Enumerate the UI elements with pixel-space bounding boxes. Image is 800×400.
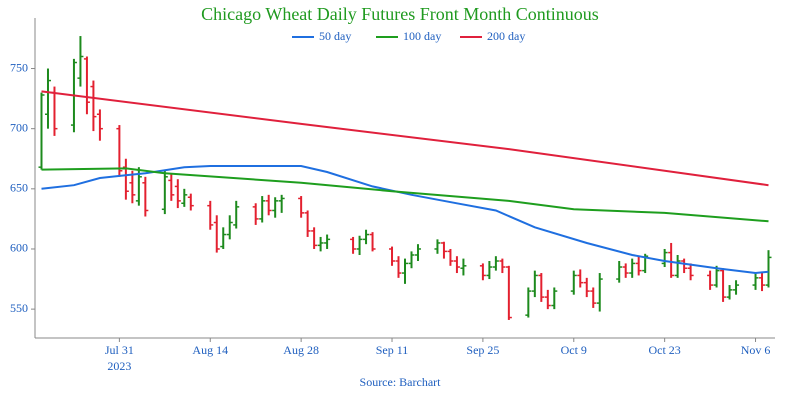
x-tick-label: Nov 6 (741, 343, 771, 357)
x-tick-label: Aug 14 (192, 343, 228, 357)
x-tick-label: Aug 28 (283, 343, 319, 357)
y-tick-label: 650 (10, 181, 28, 195)
y-tick-label: 550 (10, 301, 28, 315)
moving-average-line (41, 165, 769, 275)
y-tick-label: 700 (10, 120, 28, 134)
legend-label: 50 day (319, 29, 351, 43)
source-note: Source: Barchart (360, 375, 442, 389)
x-tick-label: Sep 11 (376, 343, 409, 357)
x-tick-label: Oct 23 (648, 343, 680, 357)
y-tick-label: 600 (10, 241, 28, 255)
y-tick-label: 750 (10, 60, 28, 74)
legend-label: 100 day (403, 29, 441, 43)
x-tick-label: Oct 9 (561, 343, 587, 357)
x-year-label: 2023 (107, 359, 131, 373)
x-tick-label: Sep 25 (466, 343, 499, 357)
legend-label: 200 day (487, 29, 525, 43)
moving-average-line (41, 90, 769, 187)
x-tick-label: Jul 31 (105, 343, 134, 357)
moving-average-line (41, 167, 769, 223)
chart-title: Chicago Wheat Daily Futures Front Month … (201, 4, 599, 24)
